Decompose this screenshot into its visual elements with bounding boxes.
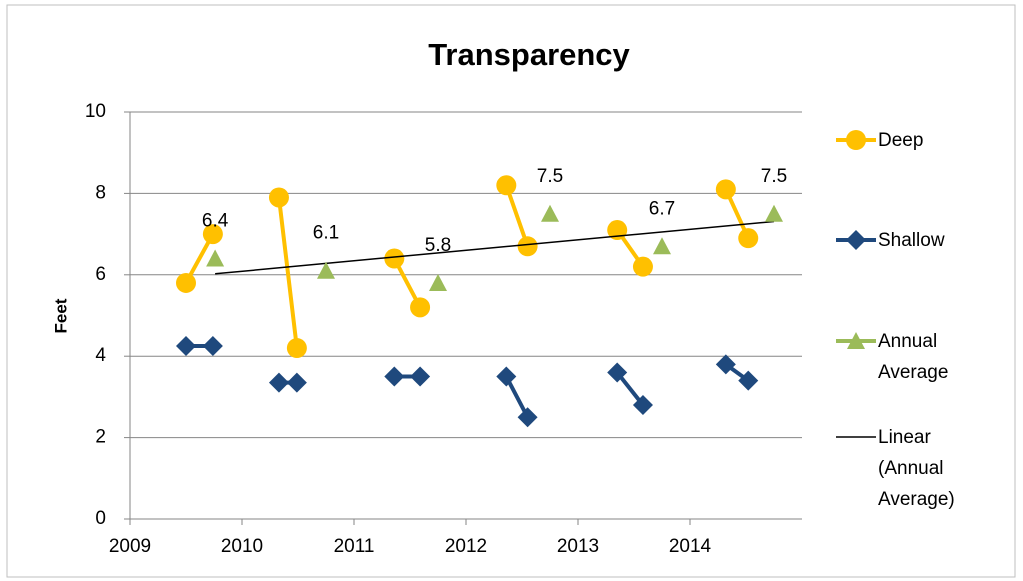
- chart-title: Transparency: [428, 37, 630, 72]
- legend-label: Deep: [878, 130, 924, 151]
- marker: [268, 372, 289, 393]
- y-tick-label: 2: [95, 427, 106, 448]
- y-axis-label: Feet: [51, 298, 70, 333]
- x-tick-label: 2012: [445, 536, 487, 557]
- marker: [206, 249, 225, 267]
- marker: [517, 407, 538, 428]
- marker: [541, 204, 559, 222]
- marker: [202, 224, 223, 245]
- marker: [715, 179, 736, 200]
- y-tick-label: 4: [95, 345, 106, 366]
- legend-label: Shallow: [878, 230, 945, 251]
- marker: [632, 256, 653, 277]
- marker: [268, 187, 289, 208]
- marker: [632, 395, 653, 416]
- marker: [384, 366, 405, 387]
- marker: [496, 366, 517, 387]
- marker: [384, 248, 405, 269]
- marker: [496, 175, 517, 196]
- marker: [715, 354, 736, 375]
- data-label: 5.8: [425, 235, 451, 256]
- data-label: 6.1: [313, 223, 339, 244]
- marker: [429, 273, 447, 291]
- marker: [202, 336, 223, 357]
- marker: [738, 370, 759, 391]
- marker: [846, 130, 866, 150]
- data-label: 7.5: [537, 166, 563, 187]
- series-line: [184, 184, 751, 349]
- x-tick-label: 2010: [221, 536, 263, 557]
- x-tick-label: 2009: [109, 536, 151, 557]
- marker: [286, 338, 307, 359]
- marker: [653, 237, 671, 255]
- data-label: 6.4: [202, 211, 229, 232]
- marker: [176, 272, 196, 293]
- x-tick-label: 2014: [669, 536, 712, 557]
- trendline: [215, 220, 775, 275]
- marker: [410, 297, 431, 318]
- marker: [176, 336, 196, 357]
- marker: [410, 366, 431, 387]
- x-tick-label: 2013: [557, 536, 599, 557]
- legend-label: Linear (Annual Average): [878, 427, 955, 510]
- marker: [738, 228, 759, 249]
- marker: [847, 332, 865, 349]
- legend-label: Annual Average: [878, 331, 949, 383]
- marker: [517, 236, 538, 257]
- y-tick-label: 8: [95, 182, 106, 203]
- marker: [317, 261, 335, 279]
- y-tick-label: 6: [95, 264, 106, 285]
- marker: [286, 372, 307, 393]
- marker: [765, 204, 783, 222]
- y-tick-label: 0: [95, 508, 106, 529]
- data-label: 6.7: [649, 198, 675, 219]
- x-tick-label: 2011: [334, 536, 375, 557]
- marker: [607, 362, 628, 383]
- marker: [846, 230, 866, 250]
- y-tick-label: 10: [85, 101, 106, 122]
- chart-border: [6, 4, 1016, 578]
- data-label: 7.5: [761, 166, 787, 187]
